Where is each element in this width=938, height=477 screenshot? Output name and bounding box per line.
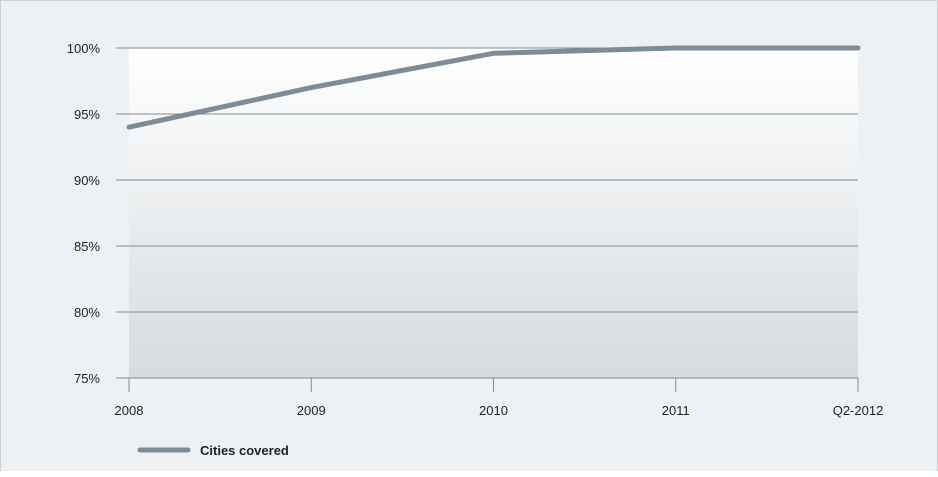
x-tick-label: 2008 bbox=[115, 403, 144, 418]
series-lines bbox=[126, 45, 861, 130]
x-axis-labels: 2008 2009 2010 2011 Q2-2012 bbox=[115, 403, 884, 418]
legend: Cities covered bbox=[137, 443, 289, 458]
y-tick-label: 80% bbox=[74, 305, 100, 320]
x-axis bbox=[116, 377, 859, 392]
x-tick-label: 2011 bbox=[662, 403, 690, 418]
x-tick-label: 2010 bbox=[479, 403, 508, 418]
x-tick-label: Q2-2012 bbox=[833, 403, 884, 418]
x-tick-label: 2009 bbox=[297, 403, 326, 418]
y-tick-label: 100% bbox=[67, 41, 101, 56]
y-axis-labels: 100% 95% 90% 85% 80% 75% bbox=[67, 41, 101, 386]
y-tick-label: 90% bbox=[74, 173, 100, 188]
series-line bbox=[126, 45, 861, 130]
plot-area bbox=[129, 48, 858, 378]
y-tick-label: 85% bbox=[74, 239, 100, 254]
y-tick-label: 95% bbox=[74, 107, 100, 122]
y-tick-label: 75% bbox=[74, 371, 100, 386]
legend-label: Cities covered bbox=[200, 443, 289, 458]
